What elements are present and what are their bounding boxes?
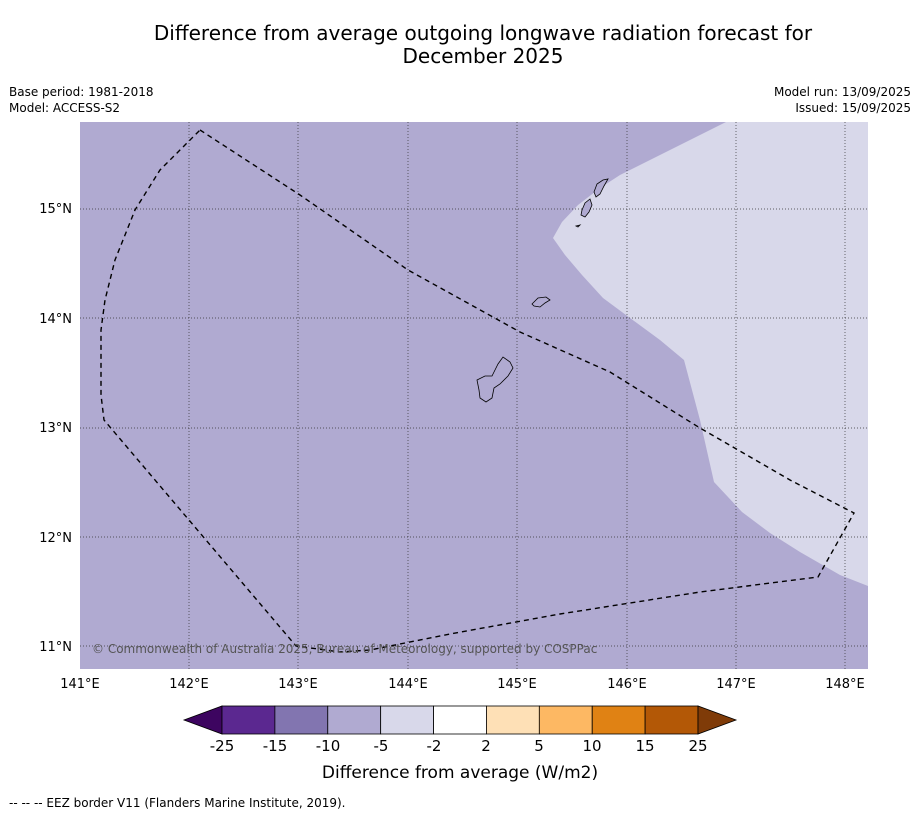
colorbar-swatch [644, 705, 699, 735]
latitude-labels: 15°N 14°N 13°N 12°N 11°N [39, 202, 72, 655]
colorbar-tick-25: 25 [688, 737, 707, 755]
colorbar-extend-low [182, 705, 223, 735]
colorbar-tick-10: 10 [582, 737, 601, 755]
colorbar-swatch [538, 705, 593, 735]
tinian-island [580, 198, 593, 218]
saipan-island [593, 178, 609, 198]
lon-label-141: 141°E [60, 677, 100, 692]
lat-label-15: 15°N [39, 202, 72, 217]
lon-label-146: 146°E [607, 677, 647, 692]
graticule [80, 122, 868, 669]
lon-label-147: 147°E [716, 677, 756, 692]
lat-label-14: 14°N [39, 312, 72, 327]
colorbar-swatch [274, 705, 329, 735]
meta-right: Model run: 13/09/2025 Issued: 15/09/2025 [774, 84, 911, 116]
islands [476, 178, 609, 403]
model-run-text: Model run: 13/09/2025 [773, 85, 911, 99]
colorbar-tick-minus10: -10 [316, 737, 341, 755]
lat-label-13: 13°N [39, 421, 72, 436]
chart-title: Difference from average outgoing longwav… [0, 22, 919, 68]
colorbar-tick-minus5: -5 [374, 737, 389, 755]
lon-label-143: 143°E [278, 677, 318, 692]
colorbar-swatch [380, 705, 434, 735]
colorbar-swatch [486, 705, 540, 735]
colorbar-ticks: -25 -15 -10 -5 -2 2 5 10 15 25 [210, 737, 708, 755]
title-line-2: December 2025 [402, 44, 564, 68]
colorbar-tick-minus2: -2 [427, 737, 442, 755]
longitude-labels: 141°E 142°E 143°E 144°E 145°E 146°E 147°… [60, 677, 865, 692]
issued-text: Issued: 15/09/2025 [795, 101, 911, 115]
base-period-text: Base period: 1981-2018 [9, 85, 154, 99]
guam-island [476, 356, 514, 403]
colorbar-swatch [591, 705, 646, 735]
anomaly-region-minus5-minus2 [553, 122, 868, 586]
colorbar-tick-minus15: -15 [263, 737, 288, 755]
lon-label-142: 142°E [169, 677, 209, 692]
colorbar-swatch [221, 705, 276, 735]
colorbar-tick-minus25: -25 [210, 737, 235, 755]
colorbar-tick-15: 15 [635, 737, 654, 755]
colorbar-extend-high [697, 705, 738, 735]
eez-border [100, 129, 855, 653]
meta-left: Base period: 1981-2018 Model: ACCESS-S2 [9, 84, 154, 116]
copyright-text: © Commonwealth of Australia 2025, Bureau… [92, 642, 597, 656]
colorbar-tick-2: 2 [481, 737, 491, 755]
lat-label-11: 11°N [39, 640, 72, 655]
colorbar-swatch [327, 705, 382, 735]
lon-label-144: 144°E [388, 677, 428, 692]
colorbar-label: Difference from average (W/m2) [322, 763, 598, 783]
aguijan-island [574, 224, 582, 228]
model-text: Model: ACCESS-S2 [9, 101, 121, 115]
eez-footnote: -- -- -- EEZ border V11 (Flanders Marine… [9, 796, 346, 810]
lon-label-148: 148°E [825, 677, 865, 692]
colorbar-tick-5: 5 [534, 737, 544, 755]
colorbar-swatch [433, 705, 487, 735]
lon-label-145: 145°E [497, 677, 537, 692]
map-area: © Commonwealth of Australia 2025, Bureau… [80, 122, 868, 669]
lat-label-12: 12°N [39, 531, 72, 546]
colorbar [182, 705, 738, 735]
title-line-1: Difference from average outgoing longwav… [153, 21, 813, 45]
rota-island [531, 296, 551, 308]
